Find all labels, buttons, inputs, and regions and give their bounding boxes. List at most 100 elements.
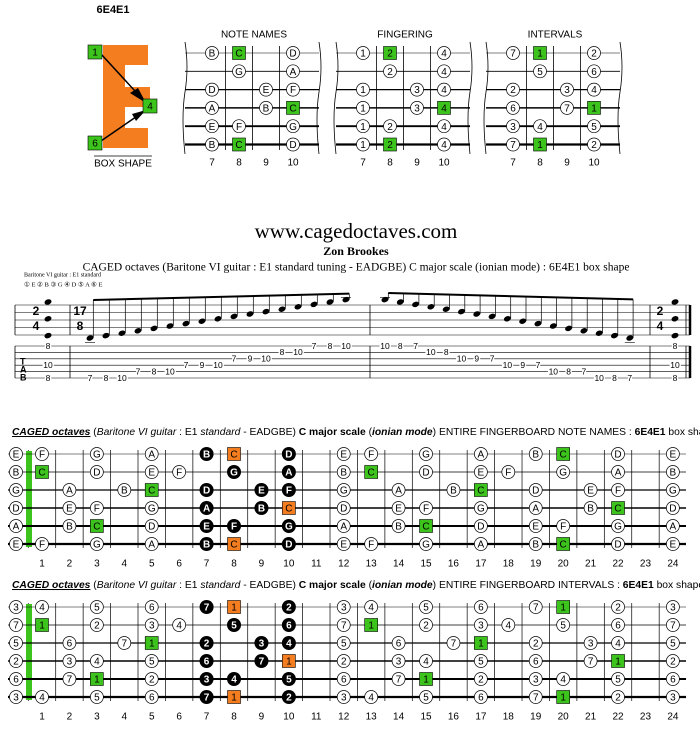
- fret-number: 8: [231, 559, 237, 570]
- box-marker: [199, 636, 214, 650]
- marker-label: 6: [478, 693, 484, 704]
- scale-marker: [62, 519, 77, 533]
- note-head: [503, 316, 511, 322]
- marker-label: E: [66, 504, 73, 515]
- marker-label: 6: [396, 639, 402, 650]
- scale-marker: [666, 537, 680, 551]
- fret-number: 7: [204, 559, 210, 570]
- scale-marker: [533, 64, 547, 79]
- tab-number: 10: [43, 360, 53, 370]
- marker-label: F: [286, 486, 292, 497]
- marker-label: 6: [615, 621, 621, 632]
- instrument: Baritone VI guitar : E1 standard: [24, 272, 101, 278]
- scale-marker: [62, 483, 77, 497]
- fret-number: 7: [204, 712, 210, 723]
- marker-label: 2: [423, 621, 429, 632]
- note-head: [326, 299, 334, 305]
- title-part: (: [366, 427, 373, 438]
- scale-marker: [9, 519, 23, 533]
- marker-label: D: [289, 49, 296, 60]
- scale-marker: [474, 465, 488, 479]
- marker-label: 7: [451, 639, 457, 650]
- marker-label: 2: [286, 693, 292, 704]
- tab-number: 9: [474, 354, 479, 364]
- marker-label: F: [39, 450, 45, 461]
- fret-number: 24: [667, 559, 679, 570]
- marker-label: 4: [615, 639, 621, 650]
- marker-label: 4: [441, 140, 447, 151]
- root-marker: [474, 636, 488, 650]
- marker-label: G: [12, 486, 20, 497]
- title-part: box shape: [654, 580, 700, 591]
- box-label: BOX SHAPE: [94, 159, 152, 170]
- scale-marker: [419, 618, 433, 632]
- scale-marker: [474, 690, 488, 704]
- box-marker: [281, 636, 296, 650]
- marker-label: 1: [423, 675, 429, 686]
- box-marker: [281, 618, 296, 632]
- fret-number: 7: [209, 158, 215, 169]
- fret-number: 10: [283, 712, 295, 723]
- marker-label: 2: [615, 693, 621, 704]
- marker-label: 2: [615, 603, 621, 614]
- marker-label: B: [258, 504, 265, 515]
- box-root-marker: [227, 537, 241, 551]
- box-marker-label: 1: [92, 48, 98, 59]
- scale-marker: [35, 600, 49, 614]
- scale-marker: [528, 672, 543, 686]
- scale-marker: [556, 465, 571, 479]
- box-marker: [142, 98, 158, 114]
- box-marker: [227, 672, 242, 686]
- marker-label: D: [93, 468, 100, 479]
- fret-number: 10: [283, 559, 295, 570]
- marker-label: 4: [591, 85, 597, 96]
- root-marker: [232, 137, 246, 152]
- scale-marker: [474, 537, 488, 551]
- scale-marker: [364, 447, 379, 461]
- note-head: [44, 299, 52, 305]
- box-root-marker: [227, 690, 241, 704]
- fret-number: 23: [640, 712, 652, 723]
- marker-label: A: [478, 540, 485, 551]
- marker-label: D: [208, 85, 215, 96]
- scale-marker: [410, 82, 424, 97]
- title-part: standard: [200, 580, 240, 591]
- marker-label: 4: [423, 657, 429, 668]
- scale-marker: [437, 82, 451, 97]
- time-den: 4: [33, 319, 40, 333]
- scale-marker: [383, 119, 397, 134]
- tab-number: 10: [261, 354, 271, 364]
- edge: [316, 41, 322, 155]
- box-marker: [254, 501, 269, 515]
- box-shape-letter: [103, 45, 150, 148]
- title-part: ionian mode: [372, 427, 433, 438]
- scale-marker: [437, 46, 451, 60]
- marker-label: 5: [423, 603, 429, 614]
- marker-label: A: [203, 504, 210, 515]
- marker-label: B: [532, 540, 539, 551]
- title-part: : E1: [176, 427, 200, 438]
- marker-label: 7: [259, 657, 265, 668]
- marker-label: 5: [149, 657, 155, 668]
- scale-marker: [437, 64, 451, 79]
- box-marker: [227, 465, 242, 479]
- scale-marker: [666, 483, 680, 497]
- marker-label: E: [258, 486, 265, 497]
- marker-label: 7: [13, 621, 19, 632]
- marker-label: 1: [94, 675, 100, 686]
- box-marker: [281, 690, 296, 704]
- marker-label: G: [230, 468, 238, 479]
- tab-number: 7: [88, 373, 93, 383]
- marker-label: 1: [615, 657, 621, 668]
- marker-label: B: [670, 468, 677, 479]
- scale-marker: [35, 537, 49, 551]
- marker-label: F: [505, 468, 511, 479]
- fret-number: 2: [67, 712, 73, 723]
- note-head: [310, 301, 318, 308]
- marker-label: G: [289, 122, 297, 133]
- marker-label: 1: [537, 49, 543, 60]
- note-head: [214, 316, 222, 322]
- marker-label: 7: [533, 603, 539, 614]
- marker-label: 2: [387, 140, 393, 151]
- marker-label: D: [289, 140, 296, 151]
